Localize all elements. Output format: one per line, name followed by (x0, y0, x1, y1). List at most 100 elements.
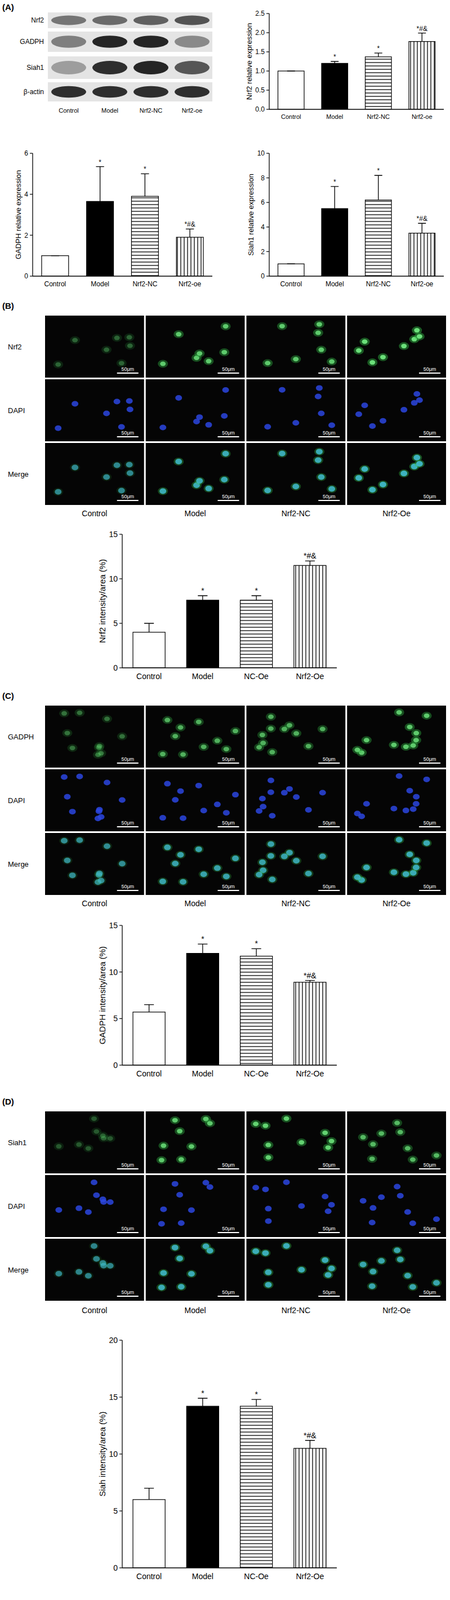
cell (355, 348, 362, 353)
nucleus (328, 486, 336, 492)
nucleus (179, 878, 187, 885)
nucleus (118, 423, 126, 430)
y-axis-title: Nrf2 relative expression (244, 23, 254, 101)
nucleus (264, 1217, 272, 1224)
scale-bar (419, 1294, 441, 1296)
category-label: Model (192, 1068, 214, 1078)
bar (240, 599, 273, 668)
scale-bar-label: 50μm (322, 883, 336, 889)
scale-bar (117, 372, 139, 374)
bar (240, 1405, 273, 1567)
nucleus (412, 800, 420, 806)
nucleus (54, 488, 62, 495)
nucleus (259, 795, 266, 801)
nucleus (361, 465, 369, 472)
cell (326, 484, 337, 493)
row-label: Merge (7, 859, 29, 868)
nucleus (195, 413, 203, 420)
cell (265, 712, 276, 721)
cell (411, 728, 422, 737)
micrograph-panel: Nrf250μm50μm50μm50μmDAPI50μm50μm50μm50μm… (7, 315, 447, 518)
nucleus (177, 1219, 185, 1225)
cell (279, 724, 290, 733)
tick (266, 152, 270, 154)
cell (319, 1255, 331, 1264)
cell (259, 732, 266, 737)
row-label: GADPH (7, 732, 34, 741)
cell (194, 476, 205, 485)
cell (53, 1141, 64, 1150)
column-label: Control (81, 1304, 108, 1314)
nucleus (319, 789, 327, 796)
cell (83, 1271, 94, 1280)
cell (413, 327, 420, 333)
cell (125, 341, 136, 350)
cell (421, 711, 432, 720)
cell (315, 330, 322, 336)
nucleus (177, 851, 185, 858)
error-bar (287, 70, 296, 71)
cell (316, 321, 323, 327)
cell (390, 742, 397, 747)
cell (359, 337, 371, 346)
cell (404, 1145, 411, 1151)
cell (101, 345, 112, 354)
scale-bar (419, 889, 441, 891)
tick-label: 2.0 (255, 28, 265, 37)
cell (268, 714, 274, 719)
nucleus (92, 1191, 100, 1198)
blot-band (51, 15, 87, 26)
nucleus (368, 1282, 376, 1289)
nucleus (220, 412, 228, 419)
annotation: *#& (184, 220, 195, 229)
scale-bar (117, 1294, 139, 1296)
scale-bar-label: 50μm (423, 1288, 437, 1295)
category-label: NC-Oe (243, 1570, 269, 1580)
bar (321, 208, 349, 276)
nucleus (369, 1267, 377, 1274)
column-label: Control (81, 508, 108, 518)
annotation: *#& (416, 214, 428, 223)
column-label: Nrf2-Oe (382, 508, 411, 518)
nucleus (268, 876, 276, 882)
cell (180, 751, 186, 757)
micrograph (45, 379, 145, 441)
category-label: NC-Oe (243, 1068, 269, 1078)
cell (252, 1120, 259, 1126)
scale-bar (217, 825, 240, 827)
blot-strip (47, 82, 213, 102)
cell (402, 1271, 413, 1280)
cell (377, 353, 389, 362)
cell (352, 745, 363, 754)
cell (265, 724, 276, 733)
tick-label: 0 (260, 272, 265, 280)
cell (395, 1127, 406, 1136)
cell (125, 469, 136, 478)
bar (132, 1498, 166, 1567)
nucleus (281, 789, 288, 796)
cell (162, 715, 173, 724)
cell (203, 484, 214, 493)
nucleus (54, 425, 62, 431)
marks (278, 175, 436, 276)
category-label: Model (325, 279, 345, 288)
cell (88, 1241, 100, 1250)
micrograph (346, 379, 447, 441)
nucleus (177, 1282, 185, 1289)
nucleus (107, 1198, 114, 1205)
error-bar (305, 1439, 315, 1448)
scale-bar-label: 50μm (121, 366, 135, 372)
category-label: Model (90, 279, 110, 288)
category-label: Control (136, 671, 162, 681)
annotation: * (376, 44, 380, 53)
cell (61, 856, 73, 864)
cell (174, 1126, 185, 1135)
y-axis (268, 153, 270, 276)
cell (67, 743, 78, 752)
cell (230, 726, 241, 735)
bar (293, 981, 327, 1065)
cell (207, 1120, 213, 1125)
cell (361, 735, 372, 744)
micrograph (346, 442, 447, 505)
nucleus (205, 421, 212, 428)
